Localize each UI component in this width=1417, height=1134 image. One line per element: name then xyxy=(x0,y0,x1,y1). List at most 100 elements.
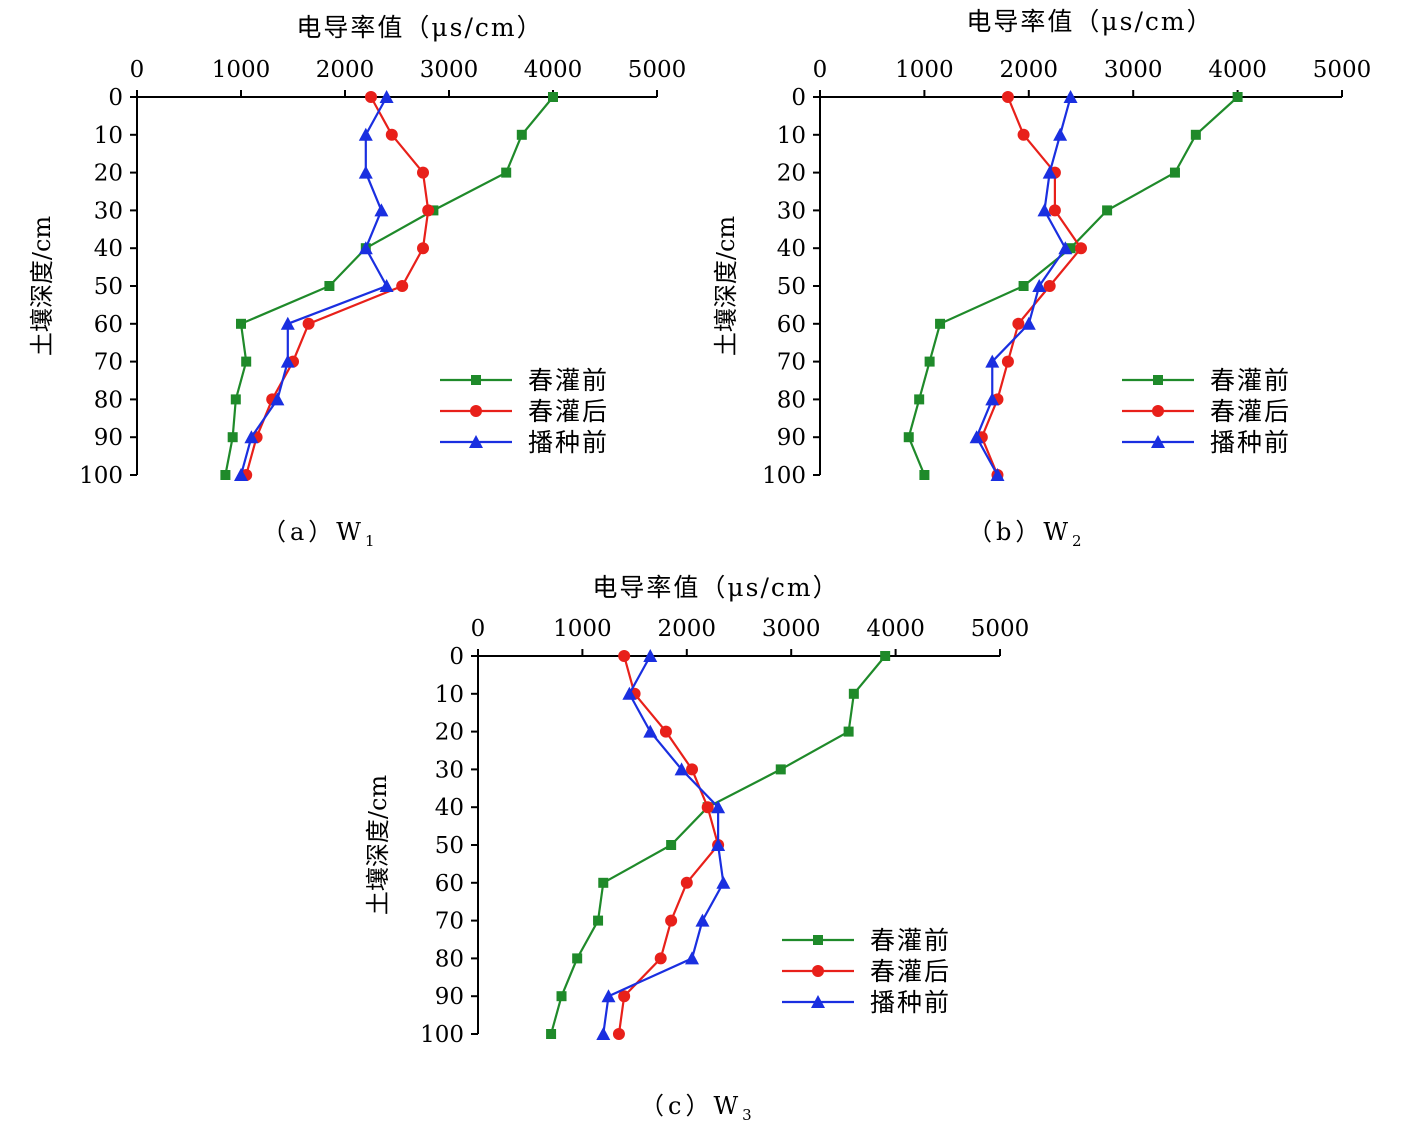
data-point-b-1 xyxy=(1001,91,1014,103)
series-line-b-1 xyxy=(980,96,1083,476)
legend-marker-a xyxy=(470,405,482,417)
data-point-a-1 xyxy=(417,166,429,179)
x-tick-label-b: 4000 xyxy=(1208,57,1267,83)
caption-b-text: （b）W xyxy=(968,518,1073,546)
x-tick-label-a: 3000 xyxy=(420,57,479,83)
y-tick-label-a: 100 xyxy=(79,463,123,489)
y-tick-label-b: 70 xyxy=(777,350,806,376)
y-tick-label-c: 90 xyxy=(435,984,464,1010)
caption-c-sub: 3 xyxy=(742,1105,752,1124)
data-point-a-1 xyxy=(417,242,429,255)
data-point-a-0 xyxy=(220,470,231,480)
data-point-b-0 xyxy=(919,470,930,480)
data-point-b-2 xyxy=(1053,127,1068,141)
series-line-b-0 xyxy=(907,96,1239,476)
caption-b-sub: 2 xyxy=(1072,531,1082,550)
legend-marker-a xyxy=(471,375,481,385)
data-point-a-2 xyxy=(280,316,295,330)
data-point-b-1 xyxy=(1043,280,1056,292)
data-point-c-0 xyxy=(572,953,583,964)
x-tick-label-c: 0 xyxy=(471,616,486,642)
caption-a-text: （a）W xyxy=(262,518,365,546)
legend-marker-b xyxy=(1153,375,1163,385)
data-point-c-0 xyxy=(598,877,609,888)
x-tick-label-a: 4000 xyxy=(524,57,583,83)
y-tick-label-b: 30 xyxy=(777,198,806,224)
data-point-b-2 xyxy=(1058,241,1073,255)
data-point-b-0 xyxy=(1102,205,1113,216)
data-point-b-0 xyxy=(935,318,946,329)
data-point-b-2 xyxy=(990,468,1005,481)
x-tick-label-a: 1000 xyxy=(212,57,271,83)
chart-panel-b: 电导率值（μs/cm） 0 1000 2000 3000 4000 5000 0 10 20 30 4… xyxy=(712,7,1372,489)
legend-label-c: 春灌后 xyxy=(870,957,951,986)
y-tick-label-c: 100 xyxy=(420,1022,464,1048)
chart-panel-a: 电导率值（μs/cm） 0 1000 2000 3000 4000 5000 0 10 20 30 4… xyxy=(28,13,687,489)
x-tick-label-b: 5000 xyxy=(1313,57,1372,83)
y-tick-label-c: 10 xyxy=(435,682,464,708)
data-point-a-2 xyxy=(358,165,373,179)
y-tick-label-b: 100 xyxy=(762,463,806,489)
data-point-c-0 xyxy=(880,651,891,661)
x-tick-label-b: 1000 xyxy=(895,57,954,83)
data-point-b-1 xyxy=(1017,128,1030,141)
y-tick-label-b: 80 xyxy=(777,387,806,413)
legend-label-c: 春灌前 xyxy=(870,926,951,955)
data-point-b-2 xyxy=(969,430,984,444)
data-point-a-0 xyxy=(548,92,558,102)
chart-title-b: 电导率值（μs/cm） xyxy=(966,7,1213,36)
data-point-b-0 xyxy=(1190,129,1201,140)
data-point-a-2 xyxy=(374,203,389,217)
data-point-c-2 xyxy=(643,724,658,738)
data-point-b-0 xyxy=(903,432,914,443)
y-axis-label-c: 土壤深度/cm xyxy=(364,775,392,916)
y-tick-label-c: 60 xyxy=(435,871,464,897)
data-point-c-1 xyxy=(618,990,631,1003)
data-point-c-0 xyxy=(843,726,854,737)
y-tick-label-a: 80 xyxy=(94,387,123,413)
data-point-c-2 xyxy=(601,989,616,1003)
data-point-c-0 xyxy=(848,688,859,699)
y-tick-label-b: 50 xyxy=(777,274,806,300)
data-point-b-2 xyxy=(1042,165,1057,179)
data-point-a-0 xyxy=(230,394,241,405)
data-point-c-0 xyxy=(556,991,567,1002)
data-point-a-2 xyxy=(358,241,373,255)
data-point-c-1 xyxy=(686,763,699,776)
y-axis-label-a: 土壤深度/cm xyxy=(28,216,56,357)
data-point-c-2 xyxy=(622,686,637,700)
data-point-a-0 xyxy=(227,432,238,443)
x-tick-label-b: 0 xyxy=(813,57,828,83)
caption-c-text: （c）W xyxy=(640,1092,743,1120)
data-point-c-1 xyxy=(665,914,678,927)
legend-marker-c xyxy=(813,935,823,945)
x-tick-label-c: 1000 xyxy=(553,616,612,642)
data-point-c-0 xyxy=(546,1029,557,1039)
data-point-c-2 xyxy=(643,649,658,662)
data-point-a-2 xyxy=(270,392,285,406)
data-point-a-1 xyxy=(422,204,435,217)
data-point-c-1 xyxy=(701,801,714,814)
x-tick-label-b: 2000 xyxy=(1000,57,1059,83)
y-tick-label-a: 40 xyxy=(94,236,123,262)
data-point-c-1 xyxy=(612,1028,625,1040)
data-point-a-2 xyxy=(244,430,259,444)
data-point-a-0 xyxy=(324,281,335,291)
data-point-c-0 xyxy=(666,840,677,850)
data-point-c-0 xyxy=(775,764,786,775)
legend-label-b: 春灌前 xyxy=(1210,366,1291,395)
data-point-b-1 xyxy=(1075,242,1087,255)
data-point-b-0 xyxy=(1169,167,1180,178)
legend-marker-a xyxy=(469,435,483,448)
x-tick-label-a: 5000 xyxy=(628,57,687,83)
data-point-c-2 xyxy=(596,1027,611,1040)
data-point-a-1 xyxy=(385,128,398,141)
x-tick-label-c: 3000 xyxy=(762,616,821,642)
y-tick-label-a: 30 xyxy=(94,198,123,224)
y-tick-label-b: 90 xyxy=(777,425,806,451)
y-tick-label-b: 60 xyxy=(777,312,806,338)
data-point-a-2 xyxy=(280,354,295,368)
data-point-c-1 xyxy=(659,725,672,738)
data-point-c-2 xyxy=(695,913,710,927)
data-point-c-0 xyxy=(593,915,604,926)
